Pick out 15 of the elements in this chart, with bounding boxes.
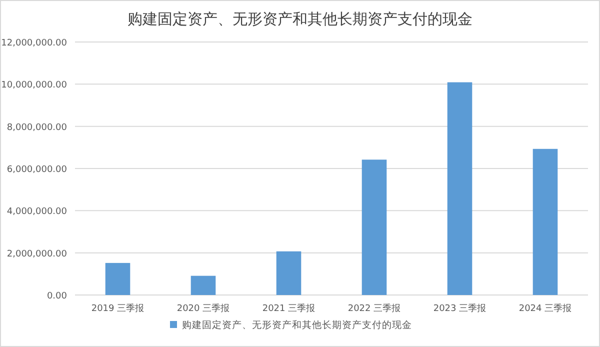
- y-tick-label: 8,000,000.00: [6, 122, 68, 133]
- y-tick-label: 12,000,000.00: [1, 38, 68, 48]
- x-tick-label: 2020 三季报: [176, 303, 230, 314]
- y-tick-label: 10,000,000.00: [1, 80, 68, 91]
- title: 购建固定资产、无形资产和其他长期资产支付的现金: [128, 10, 472, 28]
- y-tick-label: 2,000,000.00: [6, 249, 68, 260]
- x-tick-label: 2024 三季报: [518, 303, 572, 314]
- x-tick-label: 2023 三季报: [433, 303, 486, 314]
- y-tick-label: 6,000,000.00: [6, 165, 68, 175]
- x-tick-label: 2021 三季报: [262, 303, 316, 314]
- y-tick-label: 0.00: [46, 292, 68, 302]
- y-tick-label: 4,000,000.00: [6, 207, 68, 218]
- x-tick-label: 2022 三季报: [348, 303, 401, 314]
- x-tick-label: 2019 三季报: [91, 303, 144, 314]
- legend-item: 购建固定资产、无形资产和其他长期资产支付的现金: [170, 320, 412, 331]
